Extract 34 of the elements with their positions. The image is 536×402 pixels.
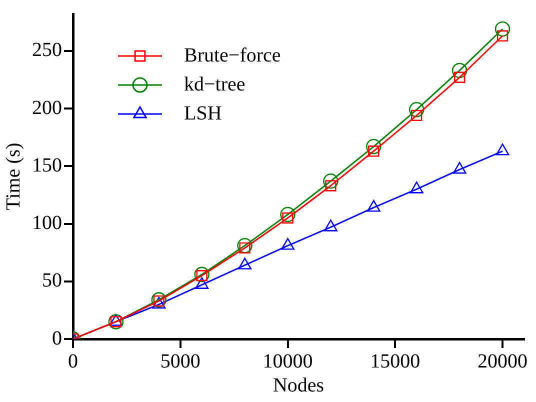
legend-label: kd−tree [184,73,246,96]
point [452,62,468,78]
x-tick-label: 15000 [370,350,420,372]
point [366,200,380,212]
x-tick-label: 10000 [262,350,313,372]
y-tick-label: 250 [32,39,62,62]
point [237,238,252,254]
point [238,258,252,270]
point [194,266,210,282]
point [366,138,382,154]
point [454,72,466,83]
point [410,182,424,194]
point [195,277,209,289]
x-axis-title: Nodes [272,374,324,396]
y-tick-label: 150 [32,154,62,176]
point [323,173,338,189]
point [496,30,508,42]
x-tick-label: 5000 [160,350,200,372]
y-tick-label: 0 [52,327,62,350]
y-tick-label: 100 [32,212,62,234]
point [281,238,294,250]
point [494,21,510,37]
point [324,220,338,232]
x-tick-label: 20000 [478,350,528,372]
y-tick-label: 200 [32,96,62,119]
y-axis-title: Time (s) [2,142,24,210]
point [280,206,296,222]
legend-label: Brute−force [184,44,281,66]
y-tick-label: 50 [42,270,62,292]
x-tick-label: 0 [68,350,78,372]
point [408,102,424,118]
point [452,162,466,174]
point [151,292,167,308]
legend-label: LSH [184,102,222,124]
